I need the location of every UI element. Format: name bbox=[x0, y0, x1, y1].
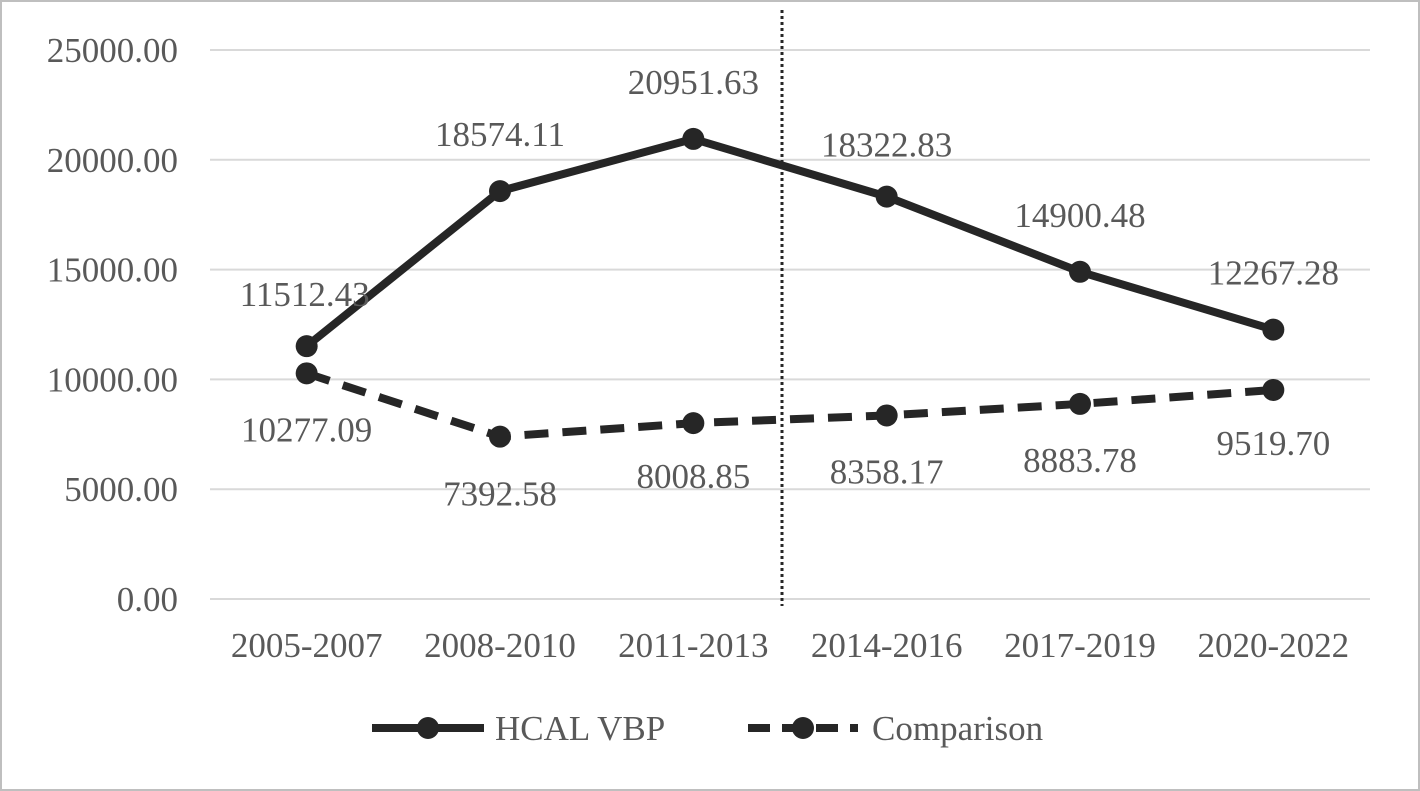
x-tick-label: 2008-2010 bbox=[424, 626, 576, 665]
data-label: 18574.11 bbox=[435, 115, 565, 154]
x-tick-label: 2014-2016 bbox=[811, 626, 963, 665]
data-point-marker bbox=[875, 185, 898, 208]
data-label: 8008.85 bbox=[636, 457, 750, 496]
data-point-marker bbox=[295, 335, 318, 358]
x-axis-ticks: 2005-2007 2008-2010 2011-2013 2014-2016 2017… bbox=[231, 626, 1349, 665]
series-line-hcal-vbp bbox=[304, 134, 1275, 350]
legend: HCAL VBP Comparison bbox=[372, 709, 1043, 748]
data-label: 10277.09 bbox=[241, 410, 372, 449]
y-tick-label: 10000.00 bbox=[47, 360, 178, 399]
data-label: 8358.17 bbox=[830, 452, 944, 491]
y-tick-label: 0.00 bbox=[117, 580, 178, 619]
data-label: 12267.28 bbox=[1208, 254, 1339, 293]
data-point-marker bbox=[875, 404, 898, 427]
data-point-marker bbox=[489, 425, 511, 448]
data-label: 18322.83 bbox=[821, 126, 952, 165]
data-point-marker bbox=[1262, 318, 1285, 341]
y-tick-label: 20000.00 bbox=[47, 141, 178, 180]
data-label: 11512.43 bbox=[240, 275, 370, 314]
data-point-marker bbox=[1069, 260, 1091, 283]
data-labels: 11512.43 18574.11 20951.63 18322.83 14900.48… bbox=[240, 63, 1339, 514]
data-label: 7392.58 bbox=[443, 475, 557, 514]
data-point-marker bbox=[295, 362, 318, 385]
y-tick-label: 25000.00 bbox=[47, 31, 178, 70]
data-point-marker bbox=[682, 127, 705, 150]
x-tick-label: 2005-2007 bbox=[231, 626, 383, 665]
data-label: 14900.48 bbox=[1014, 196, 1145, 235]
series bbox=[295, 127, 1285, 448]
x-tick-label: 2017-2019 bbox=[1004, 626, 1156, 665]
data-label: 20951.63 bbox=[628, 63, 759, 102]
data-point-marker bbox=[1262, 378, 1285, 401]
legend-label: Comparison bbox=[872, 709, 1043, 748]
legend-label: HCAL VBP bbox=[495, 709, 665, 748]
y-axis-ticks: 0.00 5000.00 10000.00 15000.00 20000.00 25000… bbox=[47, 31, 178, 619]
y-tick-label: 15000.00 bbox=[47, 251, 178, 290]
data-label: 8883.78 bbox=[1023, 441, 1137, 480]
series-line-comparison bbox=[305, 369, 1274, 441]
data-point-marker bbox=[1069, 392, 1091, 415]
legend-swatch-marker bbox=[417, 717, 439, 739]
data-point-marker bbox=[682, 412, 705, 435]
legend-swatch-marker bbox=[792, 717, 814, 739]
x-tick-label: 2020-2022 bbox=[1198, 626, 1350, 665]
data-point-marker bbox=[489, 180, 511, 203]
data-label: 9519.70 bbox=[1216, 424, 1330, 463]
x-tick-label: 2011-2013 bbox=[618, 626, 768, 665]
y-tick-label: 5000.00 bbox=[64, 470, 178, 509]
